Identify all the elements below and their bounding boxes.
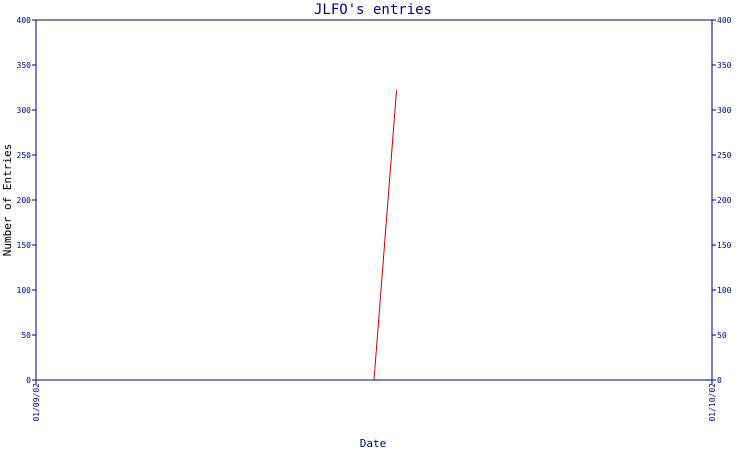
y-tick-label-left: 50 — [21, 331, 31, 340]
y-axis-right: 0 50 100 150 200 250 300 350 400 — [712, 16, 732, 385]
chart-title: JLFO's entries — [314, 2, 432, 18]
y-tick-label-left: 150 — [17, 241, 32, 250]
y-tick-label-right: 350 — [717, 61, 732, 70]
series-line — [373, 90, 398, 381]
x-tick-label: 01/10/02 — [708, 383, 717, 422]
y-tick-label-right: 50 — [717, 331, 727, 340]
y-axis-label: Number of Entries — [1, 144, 14, 257]
y-tick-label-left: 250 — [17, 151, 32, 160]
y-tick-label-right: 200 — [717, 196, 732, 205]
plot-frame — [35, 19, 713, 381]
y-tick-label-right: 250 — [717, 151, 732, 160]
y-tick-label-left: 0 — [26, 376, 31, 385]
y-tick-label-left: 200 — [17, 196, 32, 205]
y-tick-label-left: 100 — [17, 286, 32, 295]
y-tick-label-right: 400 — [717, 16, 732, 25]
y-tick-label-left: 400 — [17, 16, 32, 25]
y-tick-label-right: 0 — [717, 376, 722, 385]
x-tick-label: 01/09/02 — [32, 383, 41, 422]
y-tick-label-right: 100 — [717, 286, 732, 295]
y-axis-left: 0 50 100 150 200 250 300 350 400 — [17, 16, 36, 385]
y-tick-label-left: 350 — [17, 61, 32, 70]
series-layer — [373, 90, 398, 381]
y-tick-label-left: 300 — [17, 106, 32, 115]
y-tick-label-right: 150 — [717, 241, 732, 250]
x-axis: 01/09/02 01/10/02 — [32, 380, 717, 422]
y-tick-label-right: 300 — [717, 106, 732, 115]
x-axis-label: Date — [360, 437, 387, 450]
